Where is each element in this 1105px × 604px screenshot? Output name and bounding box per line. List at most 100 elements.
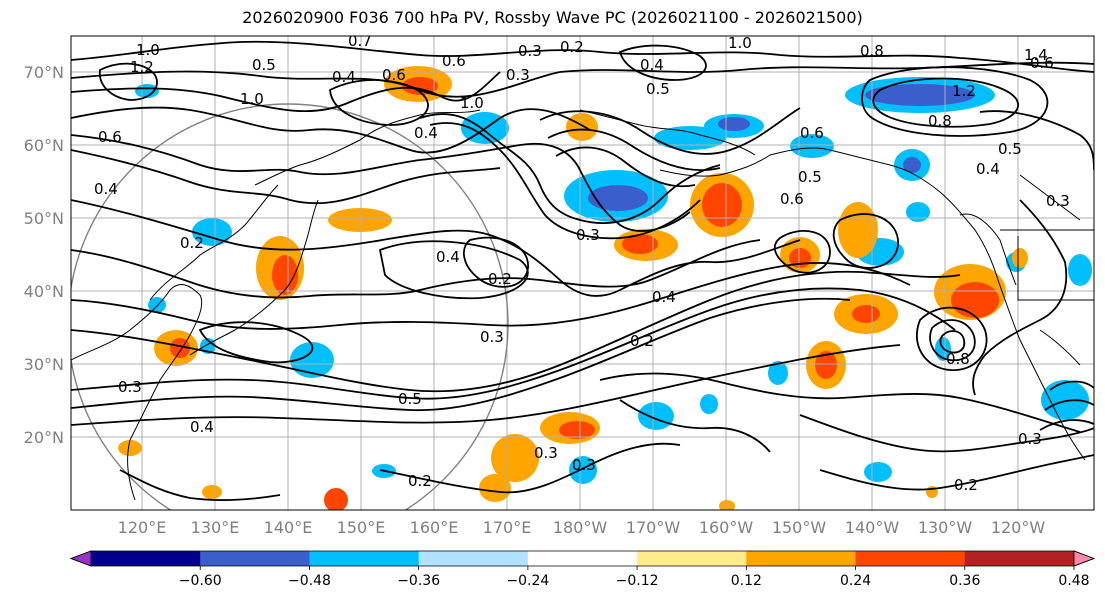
coastline-asia (71, 284, 203, 501)
contour-label: 1.4 (1024, 46, 1048, 64)
contour-label: 0.4 (414, 124, 438, 142)
pv-contour (71, 344, 901, 426)
neg-anomaly-strong (588, 185, 648, 211)
pos-anomaly-strong (815, 351, 837, 379)
contour-label: 0.5 (798, 168, 822, 186)
colorbar-swatch (91, 551, 201, 566)
pv-contour-closed (939, 330, 966, 354)
pos-anomaly-strong (852, 305, 880, 323)
contour-labels: 1.0 0.7 0.2 0.3 1.0 0.8 1.4 1.2 0.5 0.4 … (94, 32, 1070, 494)
neg-anomaly (864, 462, 892, 482)
contour-label: 0.2 (180, 234, 204, 252)
contour-label: 0.8 (860, 42, 884, 60)
lat-tick-label: 70°N (24, 63, 64, 82)
colorbar: −0.60 −0.48 −0.36 −0.24 −0.12 0.12 0.24 0.36 0.4… (69, 550, 1096, 589)
colorbar-swatch (418, 551, 529, 566)
colorbar-extend-max (1073, 550, 1096, 567)
pv-contour (71, 270, 961, 393)
pos-anomaly-strong (702, 183, 742, 227)
pv-contour (979, 110, 1094, 171)
pv-contour (1039, 380, 1094, 431)
pv-contour-closed (929, 319, 976, 362)
pv-contour (71, 106, 591, 154)
coastline-japan (189, 199, 319, 356)
contour-label: 0.6 (780, 190, 804, 208)
pos-anomaly (118, 440, 142, 456)
contour-label: 1.2 (952, 82, 976, 100)
contour-label: 0.3 (572, 456, 596, 474)
neg-anomaly (654, 126, 726, 150)
pv-contour-closed (378, 240, 529, 300)
colorbar-outline (69, 550, 1096, 567)
contour-label: 0.3 (534, 444, 558, 462)
pv-contour (819, 454, 1094, 491)
coastline-bc (959, 213, 1017, 286)
lat-tick-label: 20°N (24, 428, 64, 447)
neg-anomaly (906, 202, 930, 222)
contour-label: 1.2 (130, 58, 154, 76)
contour-label: 0.6 (1030, 54, 1054, 72)
lon-tick-label: 140°W (845, 518, 900, 537)
coastlines (71, 109, 1094, 501)
lat-tick-label: 60°N (24, 136, 64, 155)
contour-label: 0.6 (442, 52, 466, 70)
pv-contour (419, 113, 721, 224)
colorbar-tick-label: −0.12 (616, 573, 659, 589)
contour-label: 0.2 (560, 38, 584, 56)
contour-label: 0.7 (348, 32, 372, 50)
lon-tick-label: 160°W (699, 518, 754, 537)
colorbar-swatch (200, 551, 310, 566)
neg-anomaly-strong (718, 117, 750, 131)
contour-label: 0.5 (252, 56, 276, 74)
contour-label: 1.0 (136, 41, 160, 59)
coastline-kamchatka (254, 109, 481, 186)
pos-anomaly (202, 485, 222, 499)
pv-contour (71, 40, 1094, 73)
contour-label: 0.3 (480, 328, 504, 346)
lon-tick-label: 170°W (626, 518, 681, 537)
lon-tick-label: 130°E (191, 518, 240, 537)
neg-anomaly (192, 218, 232, 246)
pv-contour (619, 399, 771, 453)
range-circle (71, 103, 509, 510)
pos-anomaly (1012, 248, 1028, 268)
contour-label: 0.6 (98, 128, 122, 146)
pos-anomaly-strong (951, 282, 999, 318)
map-area: 1.0 0.7 0.2 0.3 1.0 0.8 1.4 1.2 0.5 0.4 … (71, 32, 1094, 510)
pv-contour-closed (915, 306, 988, 371)
lat-tick-label: 30°N (24, 355, 64, 374)
pos-anomaly-strong (272, 255, 298, 295)
pv-contour (555, 146, 696, 188)
lon-tick-label: 180°W (553, 518, 608, 537)
pv-contour-closed (198, 321, 314, 364)
neg-anomaly (1041, 380, 1089, 420)
colorbar-tick-label: 0.36 (949, 573, 980, 589)
lon-tick-label: 160°E (410, 518, 459, 537)
neg-anomaly-strong (865, 84, 975, 106)
neg-anomaly (1068, 254, 1092, 286)
pos-anomaly (719, 500, 735, 510)
contour-label: 0.3 (1046, 192, 1070, 210)
colorbar-extend-min (69, 550, 92, 567)
map-frame (70, 35, 1095, 511)
pv-contour (379, 442, 681, 494)
lon-tick-label: 170°E (483, 518, 532, 537)
pv-contour (539, 107, 801, 155)
lon-tick-label: 150°E (337, 518, 386, 537)
pv-contour (972, 199, 1068, 396)
figure-title: 2026020900 F036 700 hPa PV, Rossby Wave … (242, 8, 863, 27)
lon-axis: 120°E 130°E 140°E 150°E 160°E 170°E 180°… (118, 518, 1046, 537)
lat-tick-label: 50°N (24, 209, 64, 228)
pv-contour (71, 262, 911, 330)
pos-anomaly (479, 474, 511, 502)
colorbar-swatch (309, 551, 420, 566)
contour-label: 0.3 (506, 66, 530, 84)
neg-anomaly (638, 402, 674, 430)
colorbar-tick-label: −0.60 (179, 573, 222, 589)
colorbar-swatch (637, 551, 747, 566)
colorbar-swatch (527, 551, 638, 566)
colorbar-tick-label: 0.48 (1058, 573, 1089, 589)
lon-tick-label: 140°E (264, 518, 313, 537)
contour-label: 0.6 (800, 124, 824, 142)
pos-anomaly (491, 434, 539, 482)
